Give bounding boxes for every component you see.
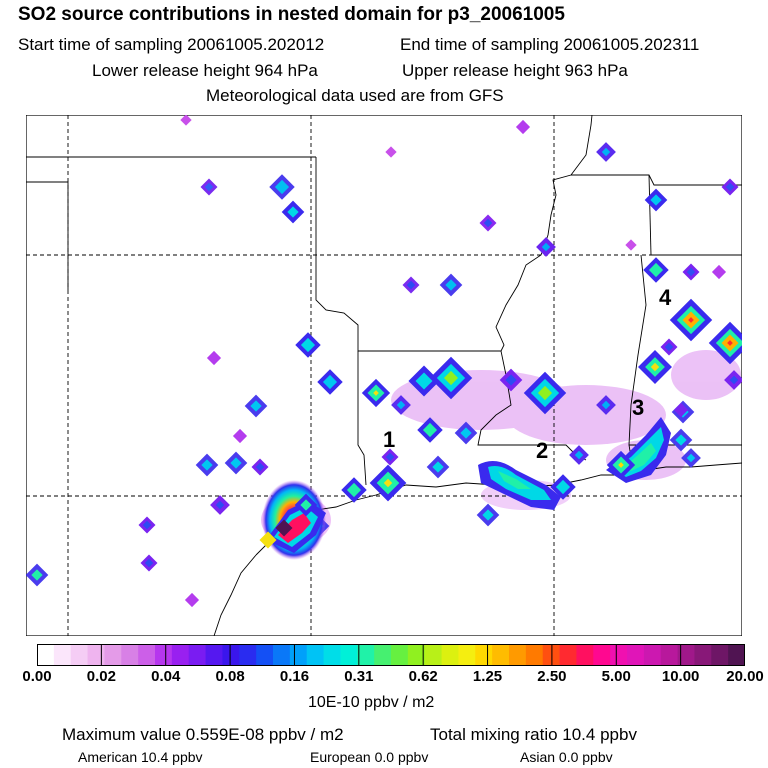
lower-height-label: Lower release height 964 hPa: [92, 61, 318, 80]
scale-swatch: [627, 644, 645, 666]
scale-tick-label: 0.04: [151, 668, 181, 685]
map-frame: [26, 115, 742, 636]
scale-swatch: [70, 644, 89, 666]
scale-tick-label: 1.25: [472, 668, 503, 685]
scale-swatch: [407, 644, 426, 666]
upper-height-label: Upper release height 963 hPa: [402, 61, 628, 80]
scale-tick-label: 0.08: [215, 668, 245, 685]
site-label-4: 4: [659, 285, 672, 310]
scale-swatch: [273, 644, 291, 666]
scale-tick-label: 20.00: [726, 668, 764, 685]
scale-tick-label: 10.00: [661, 668, 700, 685]
total-mixing-ratio: Total mixing ratio 10.4 ppbv: [430, 725, 637, 744]
scale-swatch: [458, 644, 476, 666]
scale-swatch: [340, 644, 358, 666]
scale-swatch: [104, 644, 122, 666]
scale-tick-label: 0.00: [22, 668, 52, 685]
scale-swatch: [239, 644, 257, 666]
american-contribution: American 10.4 ppbv: [78, 749, 203, 765]
scale-tick-label: 5.00: [601, 668, 631, 685]
scale-tick-label: 0.16: [279, 668, 310, 685]
scale-swatch: [37, 644, 55, 666]
scale-swatch: [711, 644, 729, 666]
scale-swatch: [374, 644, 392, 666]
scale-swatch: [441, 644, 459, 666]
end-time-label: End time of sampling 20061005.202311: [400, 35, 700, 54]
scale-swatch: [205, 644, 223, 666]
scale-tick-label: 0.02: [86, 668, 116, 685]
scale-tick-label: 2.50: [537, 668, 567, 685]
scale-swatch: [660, 644, 679, 666]
color-scale-bar: [37, 644, 745, 666]
scale-swatch: [475, 644, 493, 666]
scale-swatch: [121, 644, 139, 666]
scale-swatch: [222, 644, 240, 666]
scale-swatch: [289, 644, 308, 666]
scale-tick-label: 0.31: [344, 668, 374, 685]
met-data-label: Meteorological data used are from GFS: [206, 86, 504, 105]
scale-swatch: [87, 644, 105, 666]
houston-hotspot: [259, 480, 326, 560]
scale-swatch: [694, 644, 712, 666]
max-value: Maximum value 0.559E-08 ppbv / m2: [62, 725, 344, 744]
site-label-3: 3: [632, 395, 644, 420]
scale-swatch: [155, 644, 173, 666]
scale-swatch: [677, 644, 695, 666]
scale-swatch: [593, 644, 611, 666]
scale-tick-label: 0.62: [408, 668, 438, 685]
scale-swatch: [323, 644, 341, 666]
start-time-label: Start time of sampling 20061005.202012: [18, 35, 325, 54]
scale-swatch: [188, 644, 207, 666]
site-label-2: 2: [536, 438, 548, 463]
scale-swatch: [357, 644, 375, 666]
scale-swatch: [256, 644, 274, 666]
scale-swatch: [542, 644, 561, 666]
scale-swatch: [306, 644, 325, 666]
contribution-map: 1 2 3 4: [26, 115, 742, 636]
scale-swatch: [138, 644, 156, 666]
scale-swatch: [576, 644, 594, 666]
plot-title: SO2 source contributions in nested domai…: [18, 4, 565, 25]
scale-swatch: [728, 644, 745, 666]
scale-swatch: [610, 644, 628, 666]
scale-swatch: [643, 644, 662, 666]
scale-swatch: [525, 644, 544, 666]
scale-swatch: [171, 644, 190, 666]
scale-swatch: [559, 644, 577, 666]
site-label-1: 1: [383, 427, 395, 452]
asian-contribution: Asian 0.0 ppbv: [520, 749, 613, 765]
european-contribution: European 0.0 ppbv: [310, 749, 429, 765]
scale-swatch: [53, 644, 72, 666]
scale-units: 10E-10 ppbv / m2: [308, 694, 435, 711]
scale-swatch: [492, 644, 510, 666]
scale-swatch: [424, 644, 443, 666]
scale-swatch: [391, 644, 409, 666]
scale-swatch: [509, 644, 527, 666]
